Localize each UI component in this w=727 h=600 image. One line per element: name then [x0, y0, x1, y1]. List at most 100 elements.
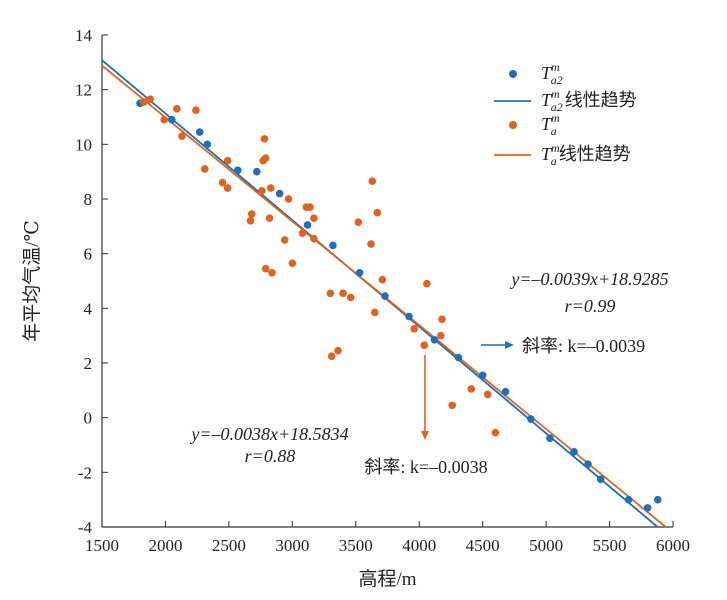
data-point-ta2 — [643, 504, 652, 512]
x-tick-label: 2000 — [148, 536, 182, 555]
correlation-eq_ta: r=0.88 — [245, 446, 296, 466]
data-point-ta — [200, 165, 209, 173]
data-point-ta — [223, 156, 232, 165]
data-point-ta2 — [624, 495, 633, 504]
slope-arrowhead-ta2 — [505, 341, 514, 349]
x-tick-label: 4000 — [402, 536, 436, 555]
y-tick-label: 2 — [84, 354, 93, 373]
legend-superscript: m — [551, 111, 560, 125]
data-point-ta — [247, 210, 256, 218]
annotations: y=–0.0039x+18.9285 r=0.99 斜率: k=–0.0039 y=–… — [189, 269, 668, 477]
legend-marker-ta2 — [509, 70, 517, 78]
data-point-ta — [223, 184, 232, 192]
data-point-ta2 — [253, 167, 261, 176]
data-point-ta — [483, 390, 492, 399]
x-tick-label: 5500 — [593, 536, 627, 555]
data-point-ta — [140, 98, 148, 106]
data-point-ta — [192, 106, 200, 114]
legend-symbol: T — [541, 144, 553, 164]
data-point-ta — [173, 105, 181, 113]
data-point-ta2 — [546, 434, 554, 442]
y-tick-label: -4 — [78, 518, 93, 537]
legend-symbol: T — [541, 90, 553, 110]
data-point-ta — [265, 214, 274, 222]
data-point-ta — [326, 289, 335, 298]
data-point-ta — [258, 187, 266, 195]
y-tick-label: 4 — [84, 299, 93, 318]
data-point-ta — [423, 279, 431, 288]
data-point-ta2 — [454, 353, 463, 362]
data-point-ta2 — [430, 335, 439, 344]
data-point-ta — [420, 341, 429, 350]
data-point-ta2 — [233, 166, 242, 175]
data-point-ta — [268, 269, 276, 277]
x-tick-label: 2500 — [212, 536, 246, 555]
data-point-ta2 — [653, 495, 662, 504]
x-tick-label: 4500 — [466, 536, 500, 555]
legend-label-ta-trend: Tm a 线性趋势 — [541, 141, 631, 168]
data-point-ta — [378, 275, 387, 284]
data-point-ta — [298, 229, 307, 237]
data-point-ta — [354, 218, 363, 227]
data-points — [136, 95, 662, 512]
legend-superscript: m — [551, 87, 560, 101]
x-tick-label: 6000 — [656, 536, 690, 555]
data-point-ta2 — [303, 221, 312, 229]
data-point-ta — [266, 184, 275, 192]
legend-label-ta2: Tm a2 — [541, 60, 563, 87]
slope-label-eq_ta2: 斜率: k=–0.0039 — [522, 336, 645, 356]
data-point-ta — [373, 208, 382, 217]
data-point-ta — [327, 352, 336, 360]
data-point-ta2 — [478, 371, 487, 380]
legend-superscript: m — [551, 60, 560, 74]
data-point-ta — [261, 264, 270, 273]
y-tick-label: 12 — [75, 81, 92, 100]
data-point-ta — [367, 240, 375, 248]
legend-subscript: a — [551, 154, 557, 168]
data-point-ta2 — [355, 269, 364, 277]
legend-label-ta: Tm a — [541, 111, 560, 138]
data-point-ta2 — [329, 241, 337, 250]
data-point-ta — [146, 95, 155, 104]
legend-trend-suffix: 线性趋势 — [565, 90, 637, 110]
x-tick-label: 1500 — [85, 536, 119, 555]
legend-symbol: T — [541, 63, 553, 83]
correlation-eq_ta2: r=0.99 — [565, 296, 616, 316]
data-point-ta2 — [167, 115, 176, 124]
legend-subscript: a — [551, 124, 557, 138]
data-point-ta — [261, 154, 270, 162]
data-point-ta — [438, 315, 446, 324]
data-point-ta2 — [381, 292, 389, 300]
legend-symbol: T — [541, 114, 553, 134]
data-point-ta2 — [527, 415, 535, 423]
x-tick-label: 3000 — [275, 536, 309, 555]
legend-superscript: m — [551, 141, 560, 155]
data-point-ta — [410, 325, 418, 333]
data-point-ta — [288, 259, 297, 268]
data-point-ta — [306, 203, 314, 211]
data-point-ta — [246, 217, 255, 225]
data-point-ta — [491, 428, 500, 437]
data-point-ta — [178, 132, 186, 140]
data-point-ta — [310, 234, 318, 243]
y-tick-label: 8 — [84, 190, 93, 209]
data-point-ta — [334, 346, 342, 355]
x-axis-label: 高程/m — [358, 568, 416, 590]
y-tick-label: 14 — [75, 26, 93, 45]
data-point-ta — [436, 331, 445, 340]
data-point-ta2 — [570, 448, 578, 456]
data-point-ta — [346, 293, 355, 302]
x-tick-label: 5000 — [529, 536, 563, 555]
y-tick-label: 0 — [84, 409, 93, 428]
data-point-ta2 — [501, 387, 510, 396]
legend-marker-ta — [509, 121, 517, 129]
legend-trend-suffix: 线性趋势 — [559, 144, 631, 164]
y-tick-label: 6 — [84, 245, 93, 264]
data-point-ta2 — [584, 460, 592, 468]
data-point-ta2 — [405, 312, 413, 321]
data-point-ta2 — [596, 475, 605, 483]
data-point-ta — [280, 236, 289, 244]
data-point-ta — [467, 385, 476, 393]
